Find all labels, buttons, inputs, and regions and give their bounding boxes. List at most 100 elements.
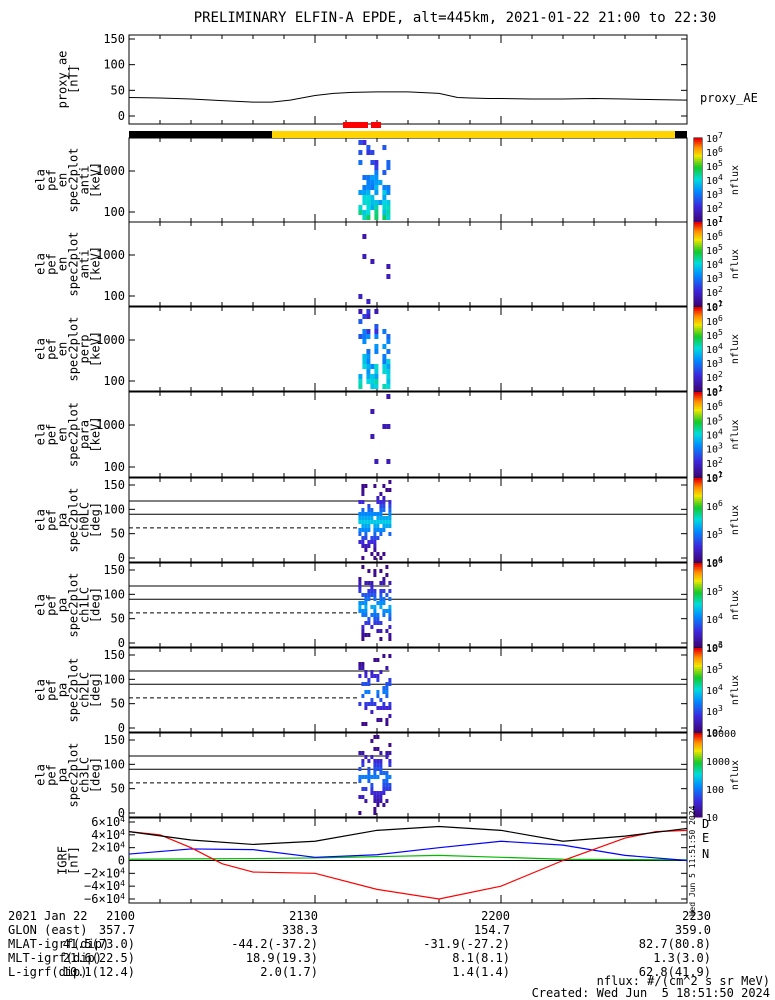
- pa-panel-0-colorbar-cell: [694, 492, 702, 496]
- pa-panel-0-colorbar-cell: [694, 505, 702, 508]
- energy-panel-2-colorbar-cell: [694, 313, 702, 316]
- pa-panel-3-colorbar-cell: [694, 781, 702, 784]
- pa-panel-0-bin: [388, 480, 392, 484]
- pa-panel-0-tick-label: 0: [118, 551, 125, 565]
- pa-panel-2-colorbar-cell: [694, 683, 702, 687]
- pa-panel-1-bin: [361, 601, 365, 605]
- pa-panel-3-ylabel: ch3LC: [78, 757, 92, 793]
- energy-panel-2-colorbar-cell: [694, 330, 702, 333]
- pa-panel-1-colorbar-cell: [694, 584, 702, 587]
- energy-panel-0-bin: [366, 205, 371, 210]
- energy-panel-3-colorbar-label: 104: [706, 428, 723, 442]
- energy-panel-2-colorbar-cell: [694, 332, 702, 335]
- pa-panel-2-colorbar-cell: [694, 673, 702, 676]
- pa-panel-1-colorbar-cell: [694, 621, 702, 625]
- energy-panel-0-bin: [362, 200, 367, 205]
- pa-panel-1-bin: [364, 597, 368, 601]
- pa-panel-1-bin: [370, 593, 374, 597]
- igrf-legend-d: D: [702, 817, 709, 831]
- pa-panel-0-bin: [367, 524, 371, 528]
- pa-panel-3-bin: [370, 755, 374, 759]
- pa-panel-0-bin: [388, 508, 392, 512]
- pa-panel-0-bin: [364, 524, 368, 528]
- energy-panel-3-bin: [386, 394, 391, 399]
- energy-panel-3-colorbar-cell: [694, 396, 702, 399]
- pa-panel-2-tick-label: 0: [118, 721, 125, 735]
- pa-panel-1-colorbar-cell: [694, 630, 702, 633]
- pa-panel-0-bin: [361, 512, 365, 516]
- pa-panel-3-colorbar-cell: [694, 806, 702, 810]
- pa-panel-1-bin: [361, 613, 365, 617]
- energy-panel-0-colorbar-cell: [694, 148, 702, 152]
- energy-panel-2-bin: [382, 354, 387, 359]
- pa-panel-3-colorbar-title: nflux: [730, 760, 741, 790]
- pa-panel-0-colorbar-label: 106: [706, 499, 723, 513]
- energy-panel-2-bin: [374, 309, 379, 314]
- energy-panel-0-bin: [386, 215, 391, 220]
- pa-panel-0-bin: [373, 548, 377, 552]
- energy-panel-0-bin: [366, 195, 371, 200]
- pa-panel-1-bin: [361, 593, 365, 597]
- pa-panel-3-bin: [358, 775, 362, 779]
- pa-panel-3-colorbar-cell: [694, 739, 702, 742]
- energy-panel-1-bin: [370, 259, 375, 264]
- energy-panel-3-colorbar-cell: [694, 440, 702, 444]
- energy-panel-1-colorbar-cell: [694, 253, 702, 257]
- energy-panel-1-colorbar-cell: [694, 297, 702, 301]
- energy-panel-3-colorbar-cell: [694, 455, 702, 459]
- pa-panel-1-colorbar-cell: [694, 626, 702, 629]
- pa-panel-2-bin: [382, 686, 386, 690]
- pa-panel-3-frame: [128, 732, 688, 818]
- pa-panel-0-bin: [376, 500, 380, 504]
- energy-panel-0-bin: [370, 175, 375, 180]
- energy-panel-0-bin: [374, 215, 379, 220]
- pa-panel-1-colorbar-label: 106: [706, 556, 723, 570]
- energy-panel-2-colorbar-cell: [694, 340, 702, 344]
- pa-panel-1-colorbar-cell: [694, 602, 702, 606]
- pa-panel-1-colorbar-cell: [694, 600, 702, 604]
- pa-panel-0-bin: [361, 492, 365, 496]
- energy-panel-2-bin: [370, 364, 375, 369]
- energy-panel-3-colorbar-cell: [694, 460, 702, 463]
- pa-panel-1-bin: [379, 589, 383, 593]
- pa-panel-0-bin: [382, 552, 386, 556]
- energy-panel-0-colorbar-cell: [694, 175, 702, 179]
- energy-panel-2-colorbar-label: 107: [706, 300, 723, 314]
- energy-panel-0-bin: [386, 210, 391, 215]
- energy-panel-0-ylabel: anti: [78, 166, 92, 195]
- energy-panel-2-colorbar-cell: [694, 370, 702, 373]
- pa-panel-2-bin: [358, 674, 362, 678]
- energy-panel-1-colorbar-cell: [694, 259, 702, 263]
- energy-panel-0-ylabel: en: [56, 173, 70, 187]
- pa-panel-2-colorbar-cell: [694, 679, 702, 683]
- pa-panel-1-colorbar-cell: [694, 605, 702, 608]
- energy-panel-3-colorbar-cell: [694, 453, 702, 457]
- energy-panel-1-colorbar-cell: [694, 236, 702, 240]
- pa-panel-0-bin: [364, 544, 368, 548]
- energy-panel-2-colorbar-cell: [694, 311, 702, 314]
- footer-value: 62.8(41.9): [638, 965, 711, 979]
- pa-panel-0-bin: [361, 488, 365, 492]
- pa-panel-3-tick-label: 0: [118, 806, 125, 820]
- pa-panel-0-tick-label: 150: [103, 478, 125, 492]
- energy-panel-3-colorbar-title: nflux: [730, 419, 741, 449]
- pa-panel-0-bin: [358, 540, 362, 544]
- pa-panel-0-colorbar-cell: [694, 524, 702, 527]
- pa-panel-2-bin: [364, 670, 368, 674]
- energy-panel-2-bin: [370, 384, 375, 389]
- pa-panel-0-ylabel: pef: [45, 509, 59, 531]
- energy-panel-0-bin: [382, 200, 387, 205]
- pa-panel-1-bin: [385, 565, 389, 569]
- pa-panel-1-colorbar-cell: [694, 644, 702, 648]
- energy-panel-1-colorbar-cell: [694, 264, 702, 267]
- pa-panel-3-bin: [379, 751, 383, 755]
- pa-panel-3-bin: [379, 763, 383, 767]
- pa-panel-1-bin: [361, 633, 365, 637]
- pa-panel-3-bin: [373, 759, 377, 763]
- energy-panel-0-colorbar-cell: [694, 198, 702, 202]
- energy-panel-1-tick-label: 1000: [96, 248, 125, 262]
- pa-panel-1-colorbar-cell: [694, 571, 702, 574]
- energy-panel-2-bin: [382, 384, 387, 389]
- pa-panel-0-colorbar-cell: [694, 501, 702, 504]
- energy-panel-2-ylabel: en: [56, 342, 70, 356]
